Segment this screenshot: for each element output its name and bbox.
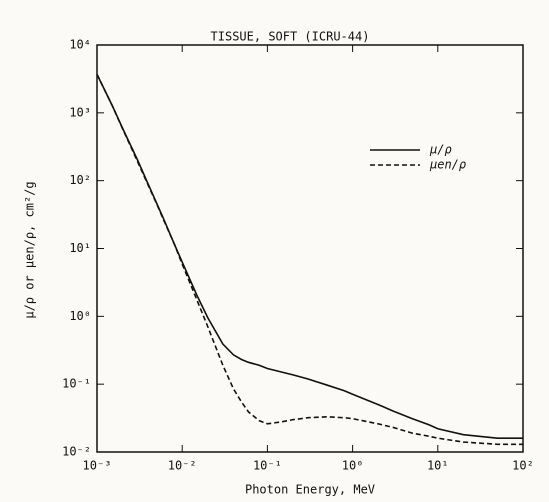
series-line: [97, 74, 523, 444]
x-tick-label: 10¹: [427, 459, 449, 473]
series-line: [97, 74, 523, 438]
plot-frame: [97, 45, 523, 452]
x-tick-label: 10⁰: [342, 459, 364, 473]
y-tick-label: 10²: [69, 173, 91, 187]
legend-label: μen/ρ: [429, 158, 467, 172]
x-tick-label: 10⁻²: [168, 459, 197, 473]
y-tick-label: 10⁰: [69, 309, 91, 323]
y-tick-label: 10⁻¹: [62, 377, 91, 391]
page: TISSUE, SOFT (ICRU-44) Photon Energy, Me…: [0, 0, 549, 502]
x-tick-label: 10⁻³: [83, 459, 112, 473]
x-tick-label: 10⁻¹: [253, 459, 282, 473]
chart-title: TISSUE, SOFT (ICRU-44): [211, 30, 370, 44]
x-tick-label: 10²: [512, 459, 534, 473]
y-tick-label: 10¹: [69, 241, 91, 255]
y-tick-label: 10⁴: [69, 38, 91, 52]
y-axis-label: μ/ρ or μen/ρ, cm²/g: [23, 181, 37, 318]
chart: TISSUE, SOFT (ICRU-44) Photon Energy, Me…: [0, 0, 549, 502]
y-tick-label: 10³: [69, 105, 91, 119]
x-axis-label: Photon Energy, MeV: [245, 483, 375, 497]
legend-label: μ/ρ: [429, 143, 452, 157]
y-tick-label: 10⁻²: [62, 445, 91, 459]
